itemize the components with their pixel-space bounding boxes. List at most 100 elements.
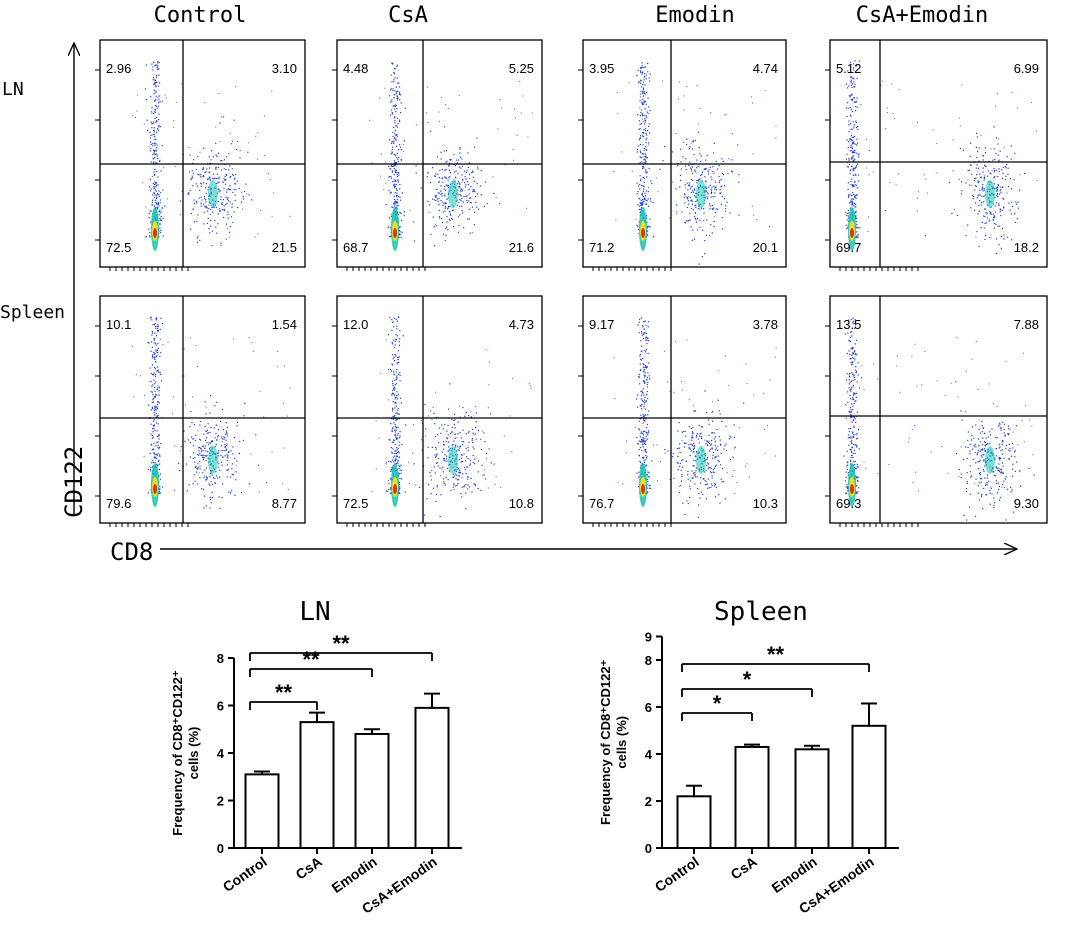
- column-header-csa: CsA: [388, 3, 428, 28]
- axis-ticks: [332, 69, 426, 271]
- quadrant-value-top-left: 10.1: [106, 317, 131, 332]
- quadrant-value-bottom-left: 69.3: [836, 496, 861, 511]
- panel-frame: [336, 295, 543, 524]
- panel-frame: [829, 39, 1048, 268]
- y-tick-label: 9: [645, 630, 652, 645]
- quadrant-value-top-left: 2.96: [106, 61, 131, 76]
- y-axis-label-line2: cells (%): [186, 727, 201, 780]
- quadrant-value-bottom-left: 68.7: [343, 240, 368, 255]
- quadrant-value-top-right: 1.54: [272, 317, 297, 332]
- bar-control: [244, 773, 280, 849]
- quadrant-value-bottom-right: 20.1: [753, 240, 778, 255]
- y-tick-label: 2: [645, 794, 652, 809]
- significance-label: *: [713, 691, 722, 716]
- quadrant-value-top-left: 3.95: [589, 61, 614, 76]
- y-axis-label-line1: Frequency of CD8⁺CD122⁺: [598, 659, 613, 825]
- dot-cloud: [369, 62, 533, 251]
- flow-panel-ln-csa-emodin: 5.12 6.99 69.7 18.2: [825, 39, 1048, 271]
- axis-ticks: [332, 325, 426, 527]
- quadrant-value-top-left: 5.12: [836, 61, 861, 76]
- axis-ticks: [95, 325, 189, 527]
- x-tick-label: Control: [220, 853, 270, 895]
- axis-ticks: [825, 325, 919, 527]
- dot-cloud: [613, 62, 777, 265]
- dot-cloud: [132, 60, 291, 251]
- quadrant-value-bottom-left: 76.7: [589, 496, 614, 511]
- quadrant-value-top-right: 7.88: [1014, 317, 1039, 332]
- x-tick-label: CsA: [293, 853, 325, 882]
- significance-label: **: [767, 642, 785, 667]
- axis-ticks: [578, 325, 672, 527]
- quadrant-value-top-right: 4.74: [753, 61, 778, 76]
- quadrant-value-bottom-left: 69.7: [836, 240, 861, 255]
- panel-frame: [99, 39, 306, 268]
- dot-cloud: [132, 316, 291, 509]
- quadrant-value-top-right: 6.99: [1014, 61, 1039, 76]
- x-tick-label: Emodin: [328, 853, 379, 896]
- quadrant-value-top-right: 4.73: [509, 317, 534, 332]
- dot-cloud: [613, 317, 777, 518]
- y-tick-label: 0: [645, 841, 652, 856]
- column-header-csa-emodin: CsA+Emodin: [856, 3, 988, 28]
- quadrant-value-top-left: 13.5: [836, 317, 861, 332]
- dot-cloud: [845, 60, 1038, 255]
- y-tick-label: 2: [217, 794, 224, 809]
- y-tick-label: 8: [645, 653, 652, 668]
- quadrant-value-bottom-right: 18.2: [1014, 240, 1039, 255]
- quadrant-value-top-left: 4.48: [343, 61, 368, 76]
- y-tick-label: 4: [645, 747, 653, 762]
- quadrant-value-top-right: 3.78: [753, 317, 778, 332]
- bar-emodin: [354, 733, 390, 849]
- quadrant-value-bottom-right: 21.6: [509, 240, 534, 255]
- quadrant-value-bottom-right: 10.8: [509, 496, 534, 511]
- quadrant-value-top-right: 3.10: [272, 61, 297, 76]
- flow-panel-spleen-csa-emodin: 13.5 7.88 69.3 9.30: [825, 295, 1048, 527]
- cd8-axis-label: CD8: [110, 538, 153, 566]
- row-label-spleen: Spleen: [0, 302, 65, 323]
- quadrant-value-top-right: 5.25: [509, 61, 534, 76]
- flow-panel-spleen-emodin: 9.17 3.78 76.7 10.3: [578, 295, 787, 527]
- row-label-ln: LN: [2, 79, 24, 100]
- x-tick-label: Emodin: [768, 853, 819, 896]
- flow-panel-ln-control: 2.96 3.10 72.5 21.5: [95, 39, 306, 271]
- panel-frame: [582, 39, 787, 268]
- y-tick-label: 4: [217, 746, 225, 761]
- cd122-axis-label: CD122: [60, 446, 88, 518]
- quadrant-value-bottom-left: 72.5: [106, 240, 131, 255]
- dot-cloud: [843, 317, 1035, 521]
- bar-csa-emodin: [851, 724, 887, 849]
- bar-csa: [734, 745, 770, 850]
- dot-cloud: [371, 316, 532, 518]
- y-tick-label: 6: [217, 699, 224, 714]
- quadrant-value-bottom-left: 71.2: [589, 240, 614, 255]
- significance-label: **: [332, 631, 350, 656]
- bar-csa-emodin: [414, 706, 450, 849]
- bar-control: [676, 795, 712, 849]
- axis-ticks: [825, 69, 919, 271]
- y-tick-label: 8: [217, 651, 224, 666]
- flow-cytometry-panels: 2.96 3.10 72.5 21.5 4.48 5.25 68.7 21.6 3.95 4.74…: [95, 39, 1048, 527]
- quadrant-value-bottom-right: 10.3: [753, 496, 778, 511]
- quadrant-value-bottom-right: 8.77: [272, 496, 297, 511]
- bar-csa: [299, 721, 335, 849]
- flow-panel-spleen-control: 10.1 1.54 79.6 8.77: [95, 295, 306, 527]
- x-tick-label: Control: [652, 853, 702, 895]
- panel-frame: [336, 39, 543, 268]
- bar-emodin: [794, 748, 830, 849]
- flow-panel-ln-csa: 4.48 5.25 68.7 21.6: [332, 39, 543, 271]
- y-axis-label-line1: Frequency of CD8⁺CD122⁺: [170, 670, 185, 836]
- quadrant-value-top-left: 9.17: [589, 317, 614, 332]
- bar-chart-spleen: Spleen 0 2 4 6 8 9 Frequency of CD8⁺CD122⁺ cells…: [598, 597, 899, 917]
- significance-label: **: [275, 680, 293, 705]
- y-tick-label: 6: [645, 700, 652, 715]
- significance-label: **: [302, 647, 320, 672]
- quadrant-value-bottom-left: 72.5: [343, 496, 368, 511]
- flow-panel-spleen-csa: 12.0 4.73 72.5 10.8: [332, 295, 543, 527]
- panel-frame: [99, 295, 306, 524]
- chart-title: LN: [299, 597, 330, 627]
- quadrant-value-bottom-right: 21.5: [272, 240, 297, 255]
- y-axis-label-line2: cells (%): [614, 716, 629, 769]
- column-header-control: Control: [154, 3, 247, 28]
